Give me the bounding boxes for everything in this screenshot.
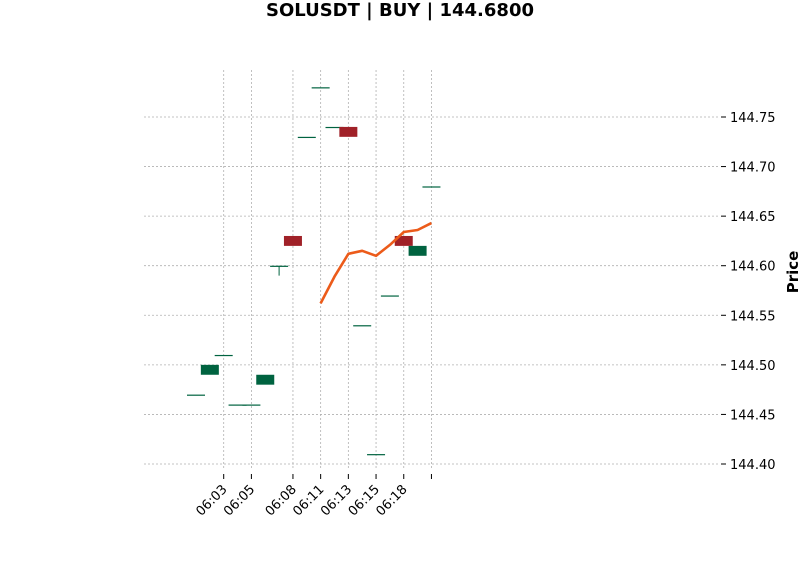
candle-body: [242, 404, 261, 406]
chart-title: SOLUSDT | BUY | 144.6800: [266, 0, 534, 21]
candle-body: [214, 354, 233, 357]
price-line-series: [319, 221, 432, 304]
y-tick-label: 144.45: [730, 408, 776, 423]
candle-body: [353, 325, 372, 327]
x-tick-label: 06:18: [373, 482, 410, 519]
y-tick-label: 144.55: [730, 309, 776, 324]
candle-body: [408, 245, 427, 256]
candle-body: [200, 364, 219, 375]
candle-body: [311, 87, 330, 89]
y-axis-label: Price: [784, 251, 800, 294]
y-tick-label: 144.75: [730, 111, 776, 126]
y-tick-label: 144.40: [730, 458, 776, 473]
candle-body: [367, 454, 386, 456]
candle-body: [187, 394, 205, 396]
y-tick-label: 144.60: [730, 260, 776, 275]
grid-lines: [144, 70, 718, 470]
y-tick-label: 144.70: [730, 161, 776, 176]
price-line: [319, 221, 432, 304]
candle-body: [339, 126, 358, 137]
candle-body: [270, 265, 289, 267]
candle-body: [228, 404, 247, 406]
candle-body: [380, 295, 399, 297]
y-tick-label: 144.65: [730, 210, 776, 225]
candle-body: [422, 186, 441, 188]
candle-body: [283, 235, 302, 246]
candles: [187, 87, 441, 456]
y-tick-label: 144.50: [730, 359, 776, 374]
candle-body: [256, 374, 275, 385]
candle-body: [394, 235, 413, 246]
candle-body: [297, 136, 316, 139]
x-tick-label: 06:05: [221, 482, 258, 519]
candle-body: [325, 126, 344, 129]
